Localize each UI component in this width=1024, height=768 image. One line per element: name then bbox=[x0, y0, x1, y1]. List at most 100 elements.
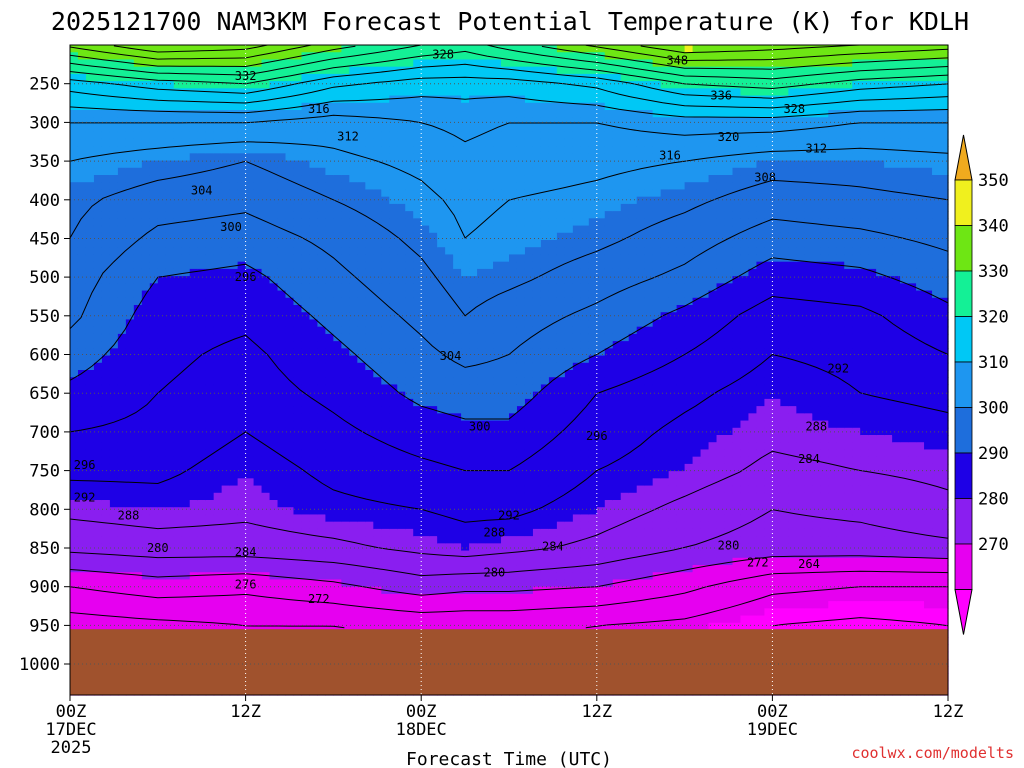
theta-cell bbox=[181, 420, 191, 429]
theta-cell bbox=[229, 247, 239, 256]
theta-cell bbox=[77, 456, 87, 465]
theta-cell bbox=[149, 478, 159, 487]
theta-cell bbox=[253, 615, 263, 624]
theta-cell bbox=[165, 52, 175, 61]
theta-cell bbox=[77, 247, 87, 256]
theta-cell bbox=[205, 572, 215, 581]
theta-cell bbox=[173, 500, 183, 508]
theta-cell bbox=[437, 593, 446, 602]
theta-cell bbox=[461, 247, 470, 256]
theta-cell bbox=[261, 52, 271, 61]
theta-cell bbox=[277, 593, 287, 602]
theta-cell bbox=[285, 254, 295, 263]
theta-cell bbox=[429, 167, 438, 176]
theta-cell bbox=[205, 175, 215, 183]
theta-cell bbox=[461, 362, 470, 371]
theta-cell bbox=[389, 305, 398, 313]
theta-cell bbox=[453, 355, 462, 364]
theta-cell bbox=[477, 211, 486, 219]
theta-cell bbox=[325, 622, 334, 631]
theta-cell bbox=[237, 500, 247, 508]
theta-cell bbox=[397, 66, 406, 75]
theta-cell bbox=[325, 572, 334, 581]
theta-cell bbox=[245, 225, 255, 234]
theta-cell bbox=[413, 276, 422, 284]
theta-cell bbox=[309, 326, 319, 335]
theta-cell bbox=[173, 391, 183, 400]
theta-cell bbox=[181, 196, 191, 205]
theta-cell bbox=[365, 196, 374, 205]
theta-cell bbox=[477, 66, 486, 75]
theta-cell bbox=[445, 326, 454, 335]
theta-cell bbox=[85, 406, 95, 414]
theta-cell bbox=[325, 471, 334, 479]
theta-cell bbox=[389, 153, 398, 162]
theta-cell bbox=[317, 218, 327, 227]
theta-cell bbox=[317, 247, 327, 256]
theta-cell bbox=[349, 254, 358, 263]
theta-cell bbox=[245, 341, 255, 349]
theta-cell bbox=[461, 138, 470, 147]
theta-cell bbox=[101, 232, 111, 241]
theta-cell bbox=[501, 500, 510, 508]
theta-cell bbox=[269, 254, 279, 263]
theta-cell bbox=[333, 398, 342, 407]
theta-cell bbox=[109, 377, 119, 386]
theta-cell bbox=[277, 153, 287, 162]
theta-cell bbox=[405, 225, 414, 234]
theta-cell bbox=[309, 362, 319, 371]
theta-cell bbox=[70, 406, 79, 414]
theta-cell bbox=[253, 305, 263, 313]
theta-cell bbox=[301, 203, 311, 212]
theta-cell bbox=[309, 124, 319, 133]
theta-cell bbox=[485, 153, 494, 162]
theta-cell bbox=[77, 500, 87, 508]
theta-cell bbox=[197, 500, 207, 508]
theta-cell bbox=[325, 550, 334, 559]
theta-cell bbox=[77, 59, 87, 68]
theta-cell bbox=[101, 218, 111, 227]
theta-cell bbox=[245, 95, 255, 104]
theta-cell bbox=[285, 153, 295, 162]
theta-cell bbox=[189, 175, 199, 183]
theta-cell bbox=[469, 608, 478, 617]
theta-cell bbox=[101, 45, 111, 53]
theta-cell bbox=[405, 391, 414, 400]
theta-cell bbox=[117, 593, 127, 602]
theta-cell bbox=[413, 500, 422, 508]
theta-cell bbox=[373, 297, 382, 306]
theta-cell bbox=[493, 593, 502, 602]
theta-cell bbox=[413, 478, 422, 487]
theta-cell bbox=[277, 240, 287, 248]
theta-cell bbox=[109, 391, 119, 400]
theta-cell bbox=[245, 146, 255, 154]
theta-cell bbox=[197, 514, 207, 523]
theta-cell bbox=[141, 370, 151, 378]
theta-cell bbox=[341, 218, 350, 227]
theta-cell bbox=[437, 218, 446, 227]
theta-cell bbox=[349, 435, 358, 443]
theta-cell bbox=[165, 153, 175, 162]
theta-cell bbox=[93, 66, 103, 75]
theta-cell bbox=[317, 232, 327, 241]
theta-cell bbox=[269, 355, 279, 364]
theta-cell bbox=[405, 442, 414, 451]
theta-cell bbox=[237, 211, 247, 219]
theta-cell bbox=[445, 319, 454, 328]
theta-cell bbox=[269, 182, 279, 191]
theta-cell bbox=[509, 362, 518, 371]
theta-cell bbox=[453, 456, 462, 465]
theta-cell bbox=[77, 319, 87, 328]
theta-cell bbox=[333, 160, 342, 169]
theta-cell bbox=[205, 131, 215, 140]
theta-cell bbox=[429, 355, 438, 364]
theta-cell bbox=[253, 81, 263, 89]
theta-cell bbox=[453, 124, 462, 133]
theta-cell bbox=[357, 463, 366, 472]
theta-cell bbox=[493, 138, 502, 147]
theta-cell bbox=[309, 254, 319, 263]
theta-cell bbox=[501, 167, 510, 176]
theta-cell bbox=[109, 95, 119, 104]
theta-cell bbox=[261, 391, 271, 400]
theta-cell bbox=[101, 536, 111, 544]
